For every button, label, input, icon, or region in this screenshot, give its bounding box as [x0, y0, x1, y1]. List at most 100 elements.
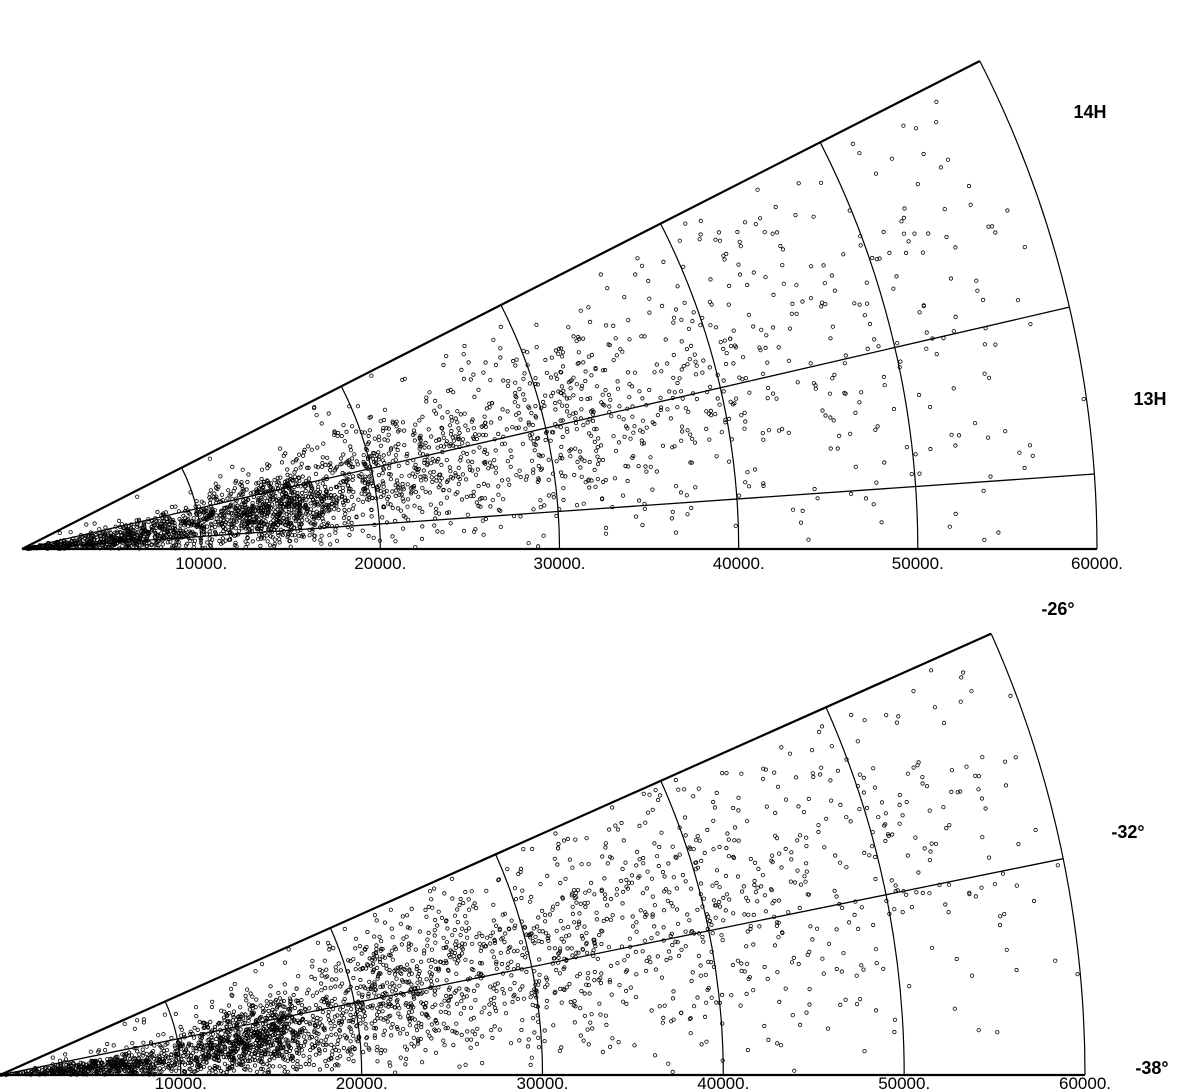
data-point — [1005, 208, 1010, 213]
data-point — [319, 541, 324, 546]
data-point — [315, 1040, 320, 1045]
data-point — [646, 278, 651, 284]
data-point — [316, 493, 321, 499]
data-point — [425, 453, 430, 458]
data-point — [153, 541, 158, 546]
data-point — [323, 496, 328, 501]
data-point — [243, 545, 248, 550]
distance-arc — [825, 706, 905, 1076]
data-point — [413, 947, 418, 952]
data-point — [347, 1048, 352, 1053]
data-point — [307, 1058, 312, 1063]
data-point — [429, 897, 434, 902]
data-point — [589, 433, 594, 438]
data-point — [367, 454, 372, 459]
data-point — [763, 345, 768, 350]
data-point — [269, 510, 274, 515]
data-point — [231, 521, 236, 527]
data-point — [566, 325, 571, 330]
data-point — [581, 422, 586, 428]
data-point — [558, 370, 564, 375]
data-point — [229, 515, 234, 521]
data-point — [246, 520, 251, 525]
data-point — [189, 521, 194, 526]
data-point — [733, 396, 739, 401]
data-point — [370, 483, 375, 489]
data-point — [444, 993, 449, 999]
data-point — [691, 310, 696, 315]
data-point — [62, 1060, 67, 1065]
data-point — [614, 887, 620, 892]
data-point — [704, 389, 710, 395]
data-point — [324, 474, 329, 479]
data-point — [432, 408, 437, 413]
data-point — [683, 406, 688, 411]
data-point — [307, 519, 312, 524]
data-point — [498, 524, 503, 529]
data-point — [899, 219, 904, 224]
data-point — [310, 529, 315, 534]
data-point — [125, 534, 130, 540]
data-point — [422, 460, 427, 465]
data-point — [217, 538, 222, 544]
data-point — [89, 531, 95, 536]
data-point — [366, 481, 371, 487]
data-point — [616, 1040, 621, 1045]
data-point — [473, 472, 479, 477]
data-point — [259, 506, 264, 511]
data-point — [112, 539, 117, 544]
data-point — [527, 381, 533, 386]
data-point — [203, 508, 208, 513]
data-point — [277, 537, 282, 542]
data-point — [636, 498, 642, 503]
data-point — [264, 999, 269, 1004]
data-point — [319, 464, 325, 469]
data-point — [363, 474, 368, 479]
data-point — [208, 488, 213, 493]
data-point — [555, 862, 560, 867]
data-point — [579, 383, 585, 388]
data-point — [213, 524, 218, 529]
data-point — [245, 512, 250, 517]
data-point — [362, 492, 367, 497]
data-point — [627, 936, 632, 941]
data-point — [468, 1045, 473, 1050]
data-point — [265, 539, 270, 544]
data-point — [302, 484, 307, 489]
data-point — [126, 543, 131, 548]
data-point — [135, 521, 140, 526]
data-point — [848, 491, 854, 496]
data-point — [36, 545, 42, 550]
data-point — [174, 1057, 179, 1062]
data-point — [453, 492, 458, 497]
data-point — [248, 491, 253, 496]
data-point — [535, 924, 540, 929]
data-point — [644, 425, 649, 430]
data-point — [559, 1045, 564, 1050]
data-point — [595, 476, 601, 482]
data-point — [789, 311, 794, 316]
data-point — [134, 524, 139, 529]
data-point — [511, 513, 517, 519]
data-point — [393, 444, 398, 449]
data-point — [337, 1007, 343, 1012]
data-point — [375, 1044, 380, 1049]
data-point — [333, 466, 338, 471]
data-point — [297, 478, 302, 483]
data-point — [304, 508, 309, 513]
data-point — [441, 362, 446, 368]
data-point — [263, 503, 268, 508]
data-point — [267, 1058, 272, 1063]
data-point — [493, 465, 499, 470]
data-point — [1027, 443, 1033, 448]
data-point — [487, 460, 493, 465]
data-point — [439, 1002, 444, 1007]
data-point — [106, 533, 111, 538]
data-point — [213, 520, 218, 525]
data-point — [423, 1048, 428, 1053]
data-point — [21, 1070, 26, 1075]
data-point — [292, 474, 297, 479]
data-point — [640, 418, 646, 423]
data-point — [292, 525, 297, 530]
data-point — [433, 1050, 439, 1055]
